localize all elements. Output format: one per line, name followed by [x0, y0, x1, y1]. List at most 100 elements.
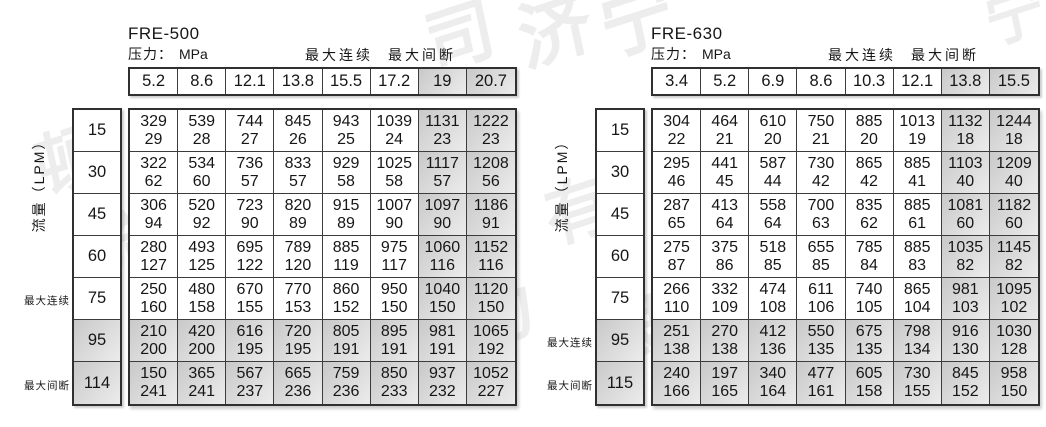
cell-value-secondary: 138	[711, 340, 739, 358]
side-label-max-intermittent: 最大间断	[547, 379, 593, 392]
cell-value-secondary: 127	[140, 256, 167, 274]
data-cell: 981 103	[941, 278, 990, 320]
data-cell: 720 195	[274, 320, 323, 362]
cell-value-primary: 1039	[376, 112, 412, 130]
cell-value-secondary: 236	[332, 383, 360, 400]
cell-value-primary: 375	[711, 238, 739, 256]
cell-value-primary: 464	[711, 112, 739, 130]
cell-value-secondary: 58	[337, 172, 355, 190]
flow-header-cell: 45	[597, 194, 643, 236]
data-cell: 1131 23	[418, 110, 467, 152]
flow-header-cell: 15	[597, 110, 643, 152]
pressure-header-cell: 8.6	[797, 69, 846, 94]
cell-value-secondary: 158	[188, 298, 216, 316]
cell-value-primary: 744	[236, 112, 264, 130]
cell-value-secondary: 82	[1005, 256, 1023, 274]
cell-value-secondary: 104	[903, 298, 931, 316]
cell-value-secondary: 22	[667, 130, 686, 148]
cell-value-primary: 197	[711, 365, 739, 382]
flow-header-cell: 30	[74, 152, 120, 194]
cell-value-primary: 1065	[473, 322, 509, 340]
data-cell: 1039 24	[370, 110, 419, 152]
cell-value-primary: 587	[759, 154, 787, 172]
cell-value-primary: 605	[855, 365, 883, 382]
data-cell: 1040 150	[418, 278, 467, 320]
cell-value-secondary: 90	[433, 214, 452, 232]
cell-value-primary: 850	[380, 365, 408, 382]
data-cell: 493 125	[178, 236, 227, 278]
cell-value-primary: 860	[332, 280, 360, 298]
cell-value-secondary: 233	[380, 383, 408, 400]
cell-value-secondary: 200	[140, 340, 167, 358]
cell-value-primary: 770	[284, 280, 312, 298]
cell-value-primary: 539	[188, 112, 216, 130]
flow-header-cell: 60	[74, 236, 120, 278]
cell-value-secondary: 18	[1005, 130, 1023, 148]
flow-header-column: 15 30 45 60 75 95 114	[72, 108, 122, 406]
cell-value-secondary: 150	[477, 298, 505, 316]
cell-value-primary: 820	[284, 196, 312, 214]
cell-value-primary: 441	[711, 154, 739, 172]
cell-value-primary: 616	[236, 322, 264, 340]
cell-value-secondary: 191	[332, 340, 360, 358]
cell-value-secondary: 40	[956, 172, 975, 190]
data-cell: 611 106	[797, 278, 846, 320]
pressure-header-cell: 8.6	[178, 69, 227, 94]
cell-value-primary: 611	[808, 280, 834, 298]
cell-value-secondary: 64	[763, 214, 782, 232]
data-cell: 1007 90	[370, 194, 419, 236]
data-cell: 1060 116	[418, 236, 467, 278]
data-cell: 885 20	[845, 110, 894, 152]
data-cell: 770 153	[274, 278, 323, 320]
cell-value-primary: 798	[903, 322, 931, 340]
flow-header-cell: 60	[597, 236, 643, 278]
cell-value-secondary: 155	[236, 298, 264, 316]
data-cell: 332 109	[701, 278, 750, 320]
data-cell: 759 236	[322, 362, 371, 404]
cell-value-secondary: 86	[715, 256, 734, 274]
cell-value-primary: 730	[903, 365, 931, 382]
data-cell: 1065 192	[466, 320, 515, 362]
cell-value-secondary: 29	[144, 130, 163, 148]
data-cell: 885 41	[893, 152, 942, 194]
column-legend: 最大连续 最大间断	[305, 45, 456, 65]
data-cell: 1152 116	[466, 236, 515, 278]
data-cell: 723 90	[226, 194, 275, 236]
cell-value-secondary: 94	[144, 214, 163, 232]
cell-value-secondary: 241	[140, 383, 167, 400]
data-cell: 785 84	[845, 236, 894, 278]
cell-value-secondary: 165	[711, 383, 739, 400]
cell-value-primary: 950	[380, 280, 408, 298]
data-cell: 329 29	[130, 110, 179, 152]
data-cell: 240 166	[653, 362, 702, 404]
cell-value-primary: 420	[188, 322, 216, 340]
cell-value-primary: 474	[759, 280, 787, 298]
max-continuous-header-label: 最大连续	[828, 47, 896, 63]
cell-value-primary: 750	[807, 112, 835, 130]
data-cell: 1132 18	[941, 110, 990, 152]
cell-value-primary: 550	[807, 322, 835, 340]
pressure-header-row: 5.2 8.6 12.1 13.8 15.5 17.2 19 20.7	[128, 67, 517, 96]
cell-value-secondary: 158	[855, 383, 883, 400]
cell-value-secondary: 63	[812, 214, 830, 232]
side-label-max-intermittent: 最大间断	[24, 379, 70, 392]
cell-value-secondary: 117	[381, 256, 407, 274]
cell-value-primary: 275	[663, 238, 690, 256]
data-cell: 730 155	[893, 362, 942, 404]
cell-value-primary: 833	[284, 154, 312, 172]
data-cell: 1081 60	[941, 194, 990, 236]
cell-value-primary: 250	[140, 280, 167, 298]
cell-value-primary: 1035	[947, 238, 984, 256]
cell-value-secondary: 166	[663, 383, 690, 400]
cell-value-secondary: 195	[236, 340, 264, 358]
cell-value-secondary: 65	[667, 214, 686, 232]
data-cell: 266 110	[653, 278, 702, 320]
data-cell: 375 86	[701, 236, 750, 278]
cell-value-secondary: 45	[715, 172, 734, 190]
max-intermittent-header-label: 最大间断	[388, 47, 456, 63]
data-cell: 865 104	[893, 278, 942, 320]
data-cell: 750 21	[797, 110, 846, 152]
cell-value-primary: 740	[855, 280, 883, 298]
cell-value-primary: 518	[759, 238, 787, 256]
cell-value-primary: 520	[188, 196, 216, 214]
